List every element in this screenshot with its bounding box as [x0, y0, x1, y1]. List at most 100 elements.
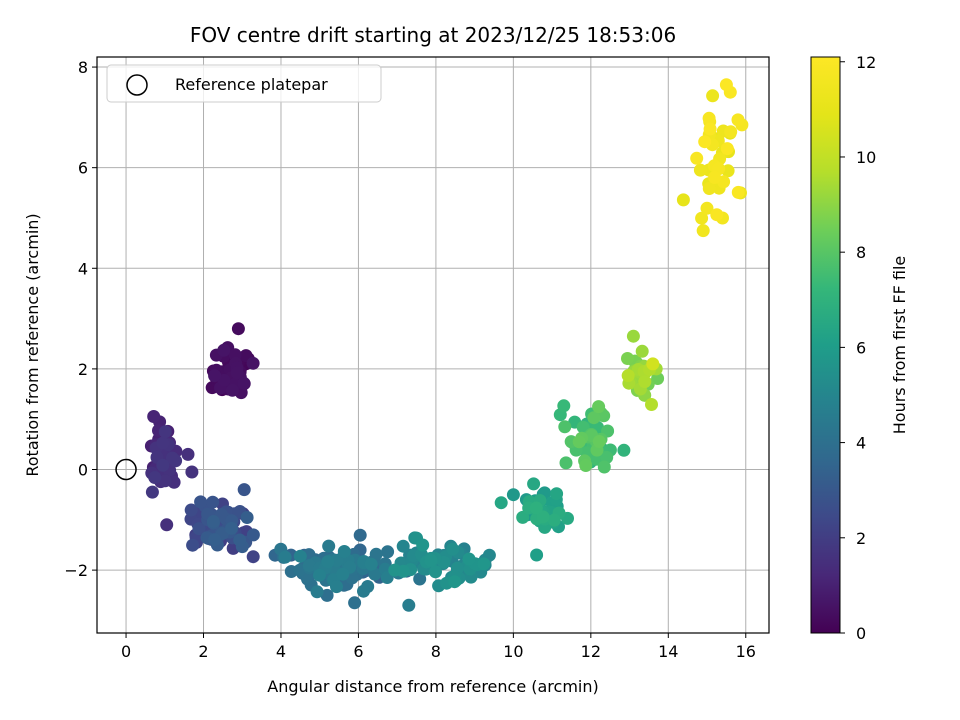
data-point	[579, 459, 593, 472]
colorbar-ticks: 0 2 4 6 8 10 12	[840, 53, 876, 643]
data-point	[731, 113, 745, 127]
x-tick-label: 14	[658, 642, 678, 661]
data-point	[731, 185, 745, 199]
y-axis-title: Rotation from reference (arcmin)	[23, 213, 42, 476]
legend-entry: Reference platepar	[175, 75, 328, 94]
data-point	[529, 501, 543, 515]
y-tick-label: 0	[78, 461, 88, 480]
data-point	[557, 399, 571, 413]
data-point	[396, 564, 410, 578]
reference-platepar-marker	[115, 458, 137, 481]
data-point	[206, 515, 220, 528]
colorbar-tick-label: 6	[856, 338, 866, 357]
data-point	[446, 542, 460, 556]
data-point	[700, 201, 714, 215]
data-point	[536, 510, 550, 524]
y-axis-ticks: −2 0 2 4 6 8	[64, 58, 97, 580]
data-point	[621, 369, 635, 383]
data-point	[547, 513, 561, 527]
plot-frame	[96, 56, 770, 634]
data-point	[240, 511, 254, 524]
x-tick-label: 10	[503, 642, 523, 661]
data-point	[477, 557, 491, 571]
colorbar-label: Hours from first FF file	[890, 256, 909, 435]
data-point	[369, 547, 383, 561]
data-point	[530, 548, 544, 562]
data-point	[597, 460, 611, 474]
data-point	[145, 485, 159, 499]
x-axis-ticks: 0 2 4 6 8 10 12 14 16	[121, 633, 756, 661]
data-point	[192, 522, 206, 536]
data-point	[724, 125, 738, 139]
data-point	[217, 343, 231, 357]
data-point	[158, 474, 172, 488]
data-point	[278, 550, 292, 564]
data-point	[696, 224, 710, 238]
colorbar-tick-label: 0	[856, 624, 866, 643]
y-tick-label: 8	[78, 58, 88, 77]
data-point	[230, 366, 244, 380]
data-point	[148, 471, 162, 484]
data-point	[147, 410, 161, 423]
data-point	[706, 89, 720, 103]
data-point	[381, 545, 395, 559]
data-point	[676, 193, 690, 207]
data-point	[587, 411, 601, 425]
y-tick-label: 2	[78, 360, 88, 379]
x-tick-label: 0	[121, 642, 131, 661]
data-point	[293, 549, 307, 563]
x-axis-title: Angular distance from reference (arcmin)	[267, 677, 598, 696]
data-point	[635, 344, 649, 358]
reference-marker-icon	[126, 74, 148, 96]
data-point	[156, 436, 170, 450]
data-point	[320, 588, 334, 602]
data-point	[693, 163, 707, 177]
data-point	[330, 580, 343, 594]
y-tick-label: 4	[78, 259, 88, 278]
x-tick-label: 4	[276, 642, 286, 661]
data-point	[708, 171, 722, 184]
colorbar-tick-label: 10	[856, 148, 876, 167]
data-point	[448, 575, 462, 589]
data-point	[246, 356, 260, 370]
data-point	[313, 568, 326, 582]
data-point	[646, 357, 660, 371]
data-point	[527, 477, 541, 491]
data-point	[617, 443, 631, 457]
data-point	[237, 483, 251, 497]
data-point	[165, 451, 179, 465]
data-point	[651, 372, 665, 385]
data-point	[336, 567, 350, 581]
data-point	[645, 398, 658, 411]
data-point	[302, 559, 316, 572]
data-point	[310, 585, 324, 599]
scatter-points	[115, 78, 749, 612]
data-point	[364, 557, 378, 571]
y-tick-label: 6	[78, 159, 88, 178]
data-point	[231, 322, 245, 336]
data-point	[181, 447, 195, 461]
data-point	[186, 538, 200, 552]
data-point	[233, 533, 247, 547]
data-point	[194, 495, 208, 509]
data-point	[558, 420, 572, 434]
data-point	[494, 496, 508, 510]
data-point	[321, 555, 335, 569]
data-point	[208, 533, 222, 547]
x-tick-label: 12	[581, 642, 601, 661]
data-point	[413, 572, 427, 586]
data-point	[225, 383, 239, 397]
data-point	[322, 539, 336, 553]
data-point	[156, 458, 170, 472]
data-point	[348, 596, 362, 610]
data-point	[572, 435, 586, 449]
data-point	[158, 425, 172, 439]
legend-box	[106, 64, 382, 103]
data-point	[506, 488, 520, 502]
data-point	[550, 487, 564, 501]
data-point	[160, 518, 174, 532]
data-point	[353, 528, 367, 542]
data-point	[621, 352, 634, 365]
